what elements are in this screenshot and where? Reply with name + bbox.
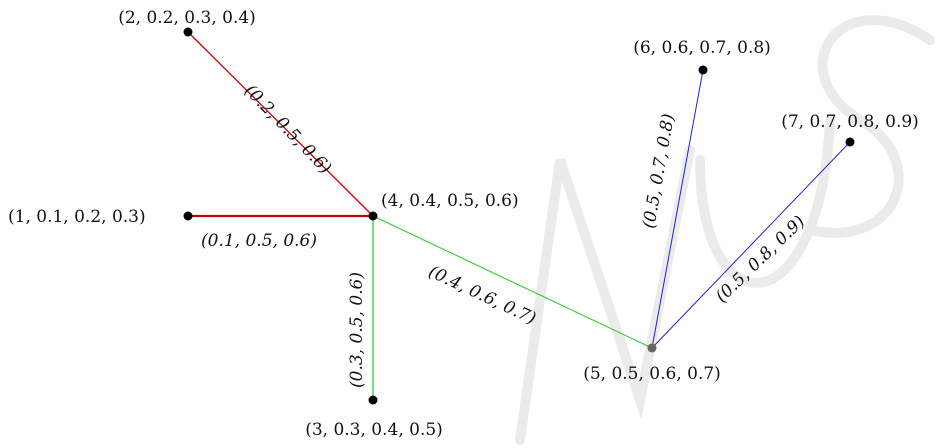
node-5 bbox=[647, 343, 657, 353]
edge-label-5-6: (0.5, 0.7, 0.8) bbox=[639, 112, 679, 230]
node-6 bbox=[698, 65, 708, 75]
node-label-7: (7, 0.7, 0.8, 0.9) bbox=[781, 112, 919, 132]
edge-label-1-4: (0.1, 0.5, 0.6) bbox=[201, 231, 317, 251]
edge-2-4 bbox=[187, 31, 374, 217]
node-3 bbox=[368, 395, 378, 405]
nodes-layer bbox=[183, 27, 855, 405]
node-label-5: (5, 0.5, 0.6, 0.7) bbox=[583, 364, 721, 384]
node-7 bbox=[845, 137, 855, 147]
edge-5-6 bbox=[651, 69, 704, 349]
watermark-stroke-u bbox=[695, 115, 835, 288]
node-label-6: (6, 0.6, 0.7, 0.8) bbox=[633, 38, 771, 58]
edge-label-5-7: (0.5, 0.8, 0.9) bbox=[712, 212, 809, 307]
node-4 bbox=[368, 211, 378, 221]
node-label-2: (2, 0.2, 0.3, 0.4) bbox=[118, 8, 256, 28]
edge-5-7 bbox=[651, 141, 851, 349]
edge-label-2-4: (0.2, 0.5, 0.6) bbox=[240, 81, 335, 178]
edge-labels-layer: (0.2, 0.5, 0.6) (0.1, 0.5, 0.6) (0.3, 0.… bbox=[201, 81, 809, 388]
node-1 bbox=[183, 211, 193, 221]
edge-label-4-3: (0.3, 0.5, 0.6) bbox=[347, 272, 367, 388]
node-labels-layer: (2, 0.2, 0.3, 0.4) (1, 0.1, 0.2, 0.3) (4… bbox=[8, 8, 919, 440]
edges-layer bbox=[187, 31, 851, 400]
node-label-4: (4, 0.4, 0.5, 0.6) bbox=[381, 191, 519, 211]
edge-4-5 bbox=[372, 215, 653, 349]
node-label-3: (3, 0.3, 0.4, 0.5) bbox=[305, 420, 443, 440]
node-2 bbox=[183, 27, 193, 37]
watermark-stroke-s bbox=[805, 15, 935, 238]
edge-label-4-5: (0.4, 0.6, 0.7) bbox=[425, 262, 539, 329]
node-label-1: (1, 0.1, 0.2, 0.3) bbox=[8, 207, 146, 227]
